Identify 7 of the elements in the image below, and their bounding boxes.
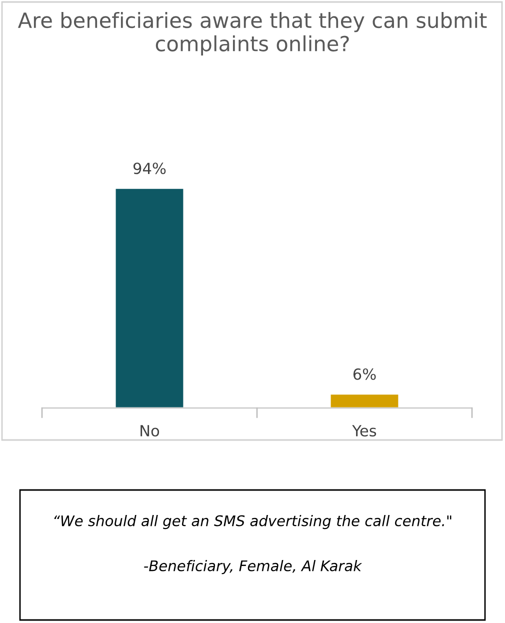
data-label: 6%: [353, 368, 376, 380]
text: -Beneficiary, Female, Al Karak: [144, 560, 362, 574]
x-tick-label: No: [140, 425, 160, 436]
data-label: 94%: [133, 162, 166, 174]
text: “We should all get an SMS advertising the call centre.": [54, 515, 452, 530]
chart-title: Are beneficiaries aware that they can submit complaints online?: [18, 12, 487, 56]
x-tick-label: Yes: [352, 425, 376, 436]
